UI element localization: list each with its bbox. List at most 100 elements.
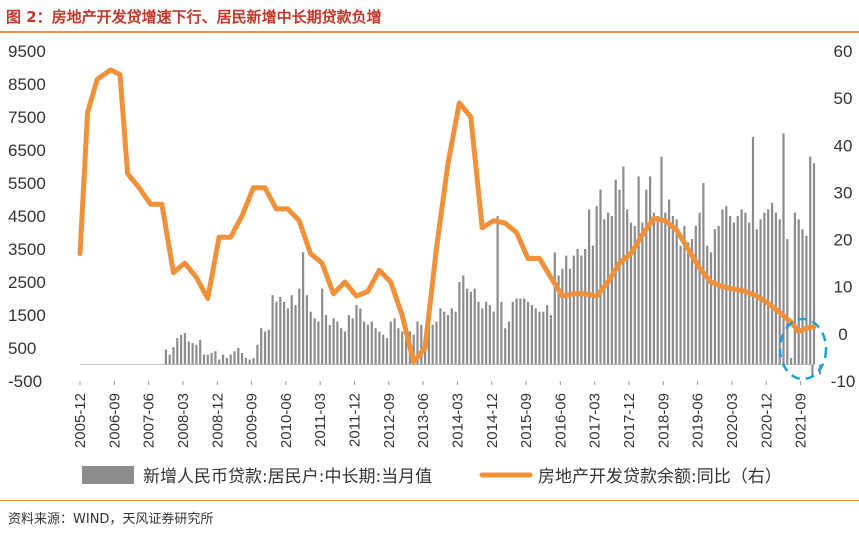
bar: [763, 212, 766, 365]
x-tick-label: 2013-06: [415, 393, 432, 448]
bar: [374, 328, 377, 365]
bar: [191, 343, 194, 365]
bar: [405, 324, 408, 365]
bar: [225, 357, 228, 365]
bar: [652, 212, 655, 365]
bar: [481, 308, 484, 365]
bar: [260, 328, 263, 365]
bar: [546, 305, 549, 365]
bar: [584, 249, 587, 365]
right-tick-label: 40: [834, 136, 853, 155]
bar: [271, 295, 274, 365]
bar: [717, 225, 720, 365]
bar: [355, 305, 358, 365]
bar: [462, 275, 465, 365]
bar: [771, 202, 774, 365]
x-tick-label: 2015-09: [518, 393, 535, 448]
left-tick-label: 4500: [8, 207, 46, 226]
x-tick-label: 2016-06: [552, 393, 569, 448]
bar: [664, 212, 667, 365]
bar: [572, 255, 575, 365]
x-tick-label: 2011-03: [312, 393, 329, 447]
bar: [641, 222, 644, 365]
left-tick-label: -500: [8, 372, 42, 391]
bar: [542, 311, 545, 365]
x-tick-label: 2021-09: [793, 393, 810, 448]
bar: [811, 364, 814, 378]
left-tick-label: 2500: [8, 273, 46, 292]
bar: [454, 311, 457, 365]
x-tick-label: 2011-12: [347, 393, 364, 447]
bar: [553, 252, 556, 365]
bar: [786, 239, 789, 365]
bar: [263, 331, 267, 365]
bar: [496, 216, 499, 365]
x-tick-label: 2014-03: [449, 393, 466, 448]
bar: [603, 219, 606, 365]
bar: [694, 225, 697, 365]
bar: [218, 359, 221, 365]
bar: [633, 225, 636, 365]
right-tick-label: 0: [838, 325, 847, 344]
bar: [473, 288, 476, 365]
bar: [740, 209, 743, 365]
x-tick-label: 2008-12: [209, 393, 226, 448]
bar: [298, 288, 301, 365]
bar: [347, 315, 350, 365]
bar: [363, 321, 366, 365]
bar: [195, 344, 198, 365]
bar: [305, 295, 308, 365]
bar: [683, 225, 686, 365]
bar: [382, 334, 385, 365]
bar: [534, 308, 537, 365]
x-tick-label: 2019-06: [690, 393, 707, 448]
bar: [359, 308, 362, 365]
bar: [679, 245, 682, 365]
x-tick-label: 2018-09: [655, 393, 672, 448]
x-tick-label: 2009-09: [244, 393, 261, 448]
bar: [656, 216, 659, 365]
x-axis-ticks: 2005-12 2006-09 2007-06 2008-03 2008-12 2009-…: [72, 381, 810, 448]
x-tick-label: 2007-06: [141, 393, 158, 448]
left-tick-label: 1500: [8, 306, 46, 325]
bar: [618, 189, 621, 365]
bar: [176, 338, 179, 365]
left-tick-label: 6500: [8, 141, 46, 160]
bar: [351, 318, 354, 365]
bar: [629, 222, 633, 365]
bar: [210, 352, 213, 365]
bar: [485, 301, 488, 365]
bar: [443, 311, 446, 365]
x-tick-label: 2006-09: [106, 393, 123, 448]
bar: [488, 305, 491, 365]
bar: [515, 298, 518, 365]
bar: [172, 347, 175, 365]
bar: [214, 351, 217, 365]
x-tick-label: 2014-12: [484, 393, 501, 448]
bar: [507, 321, 511, 365]
bar: [622, 166, 625, 365]
bar-series: [164, 133, 822, 378]
bar: [313, 318, 316, 365]
bar: [244, 357, 247, 365]
bar: [500, 301, 503, 365]
bar: [637, 176, 640, 365]
right-tick-label: 60: [834, 42, 853, 61]
bar: [229, 354, 232, 365]
bar: [812, 163, 816, 365]
bar: [302, 252, 305, 365]
bar: [424, 344, 427, 365]
bar: [279, 296, 282, 365]
bar: [241, 352, 244, 365]
figure-title: 图 2：房地产开发贷增速下行、居民新增中长期贷款负增: [6, 8, 382, 26]
bar: [599, 189, 602, 365]
bar: [324, 315, 328, 365]
bar: [290, 295, 293, 365]
highlight-ellipse: [778, 317, 828, 381]
bar: [767, 209, 770, 365]
bar: [393, 318, 396, 365]
bar: [275, 301, 278, 365]
bar: [469, 291, 472, 365]
x-tick-label: 2010-06: [278, 393, 295, 448]
bar: [427, 321, 430, 365]
